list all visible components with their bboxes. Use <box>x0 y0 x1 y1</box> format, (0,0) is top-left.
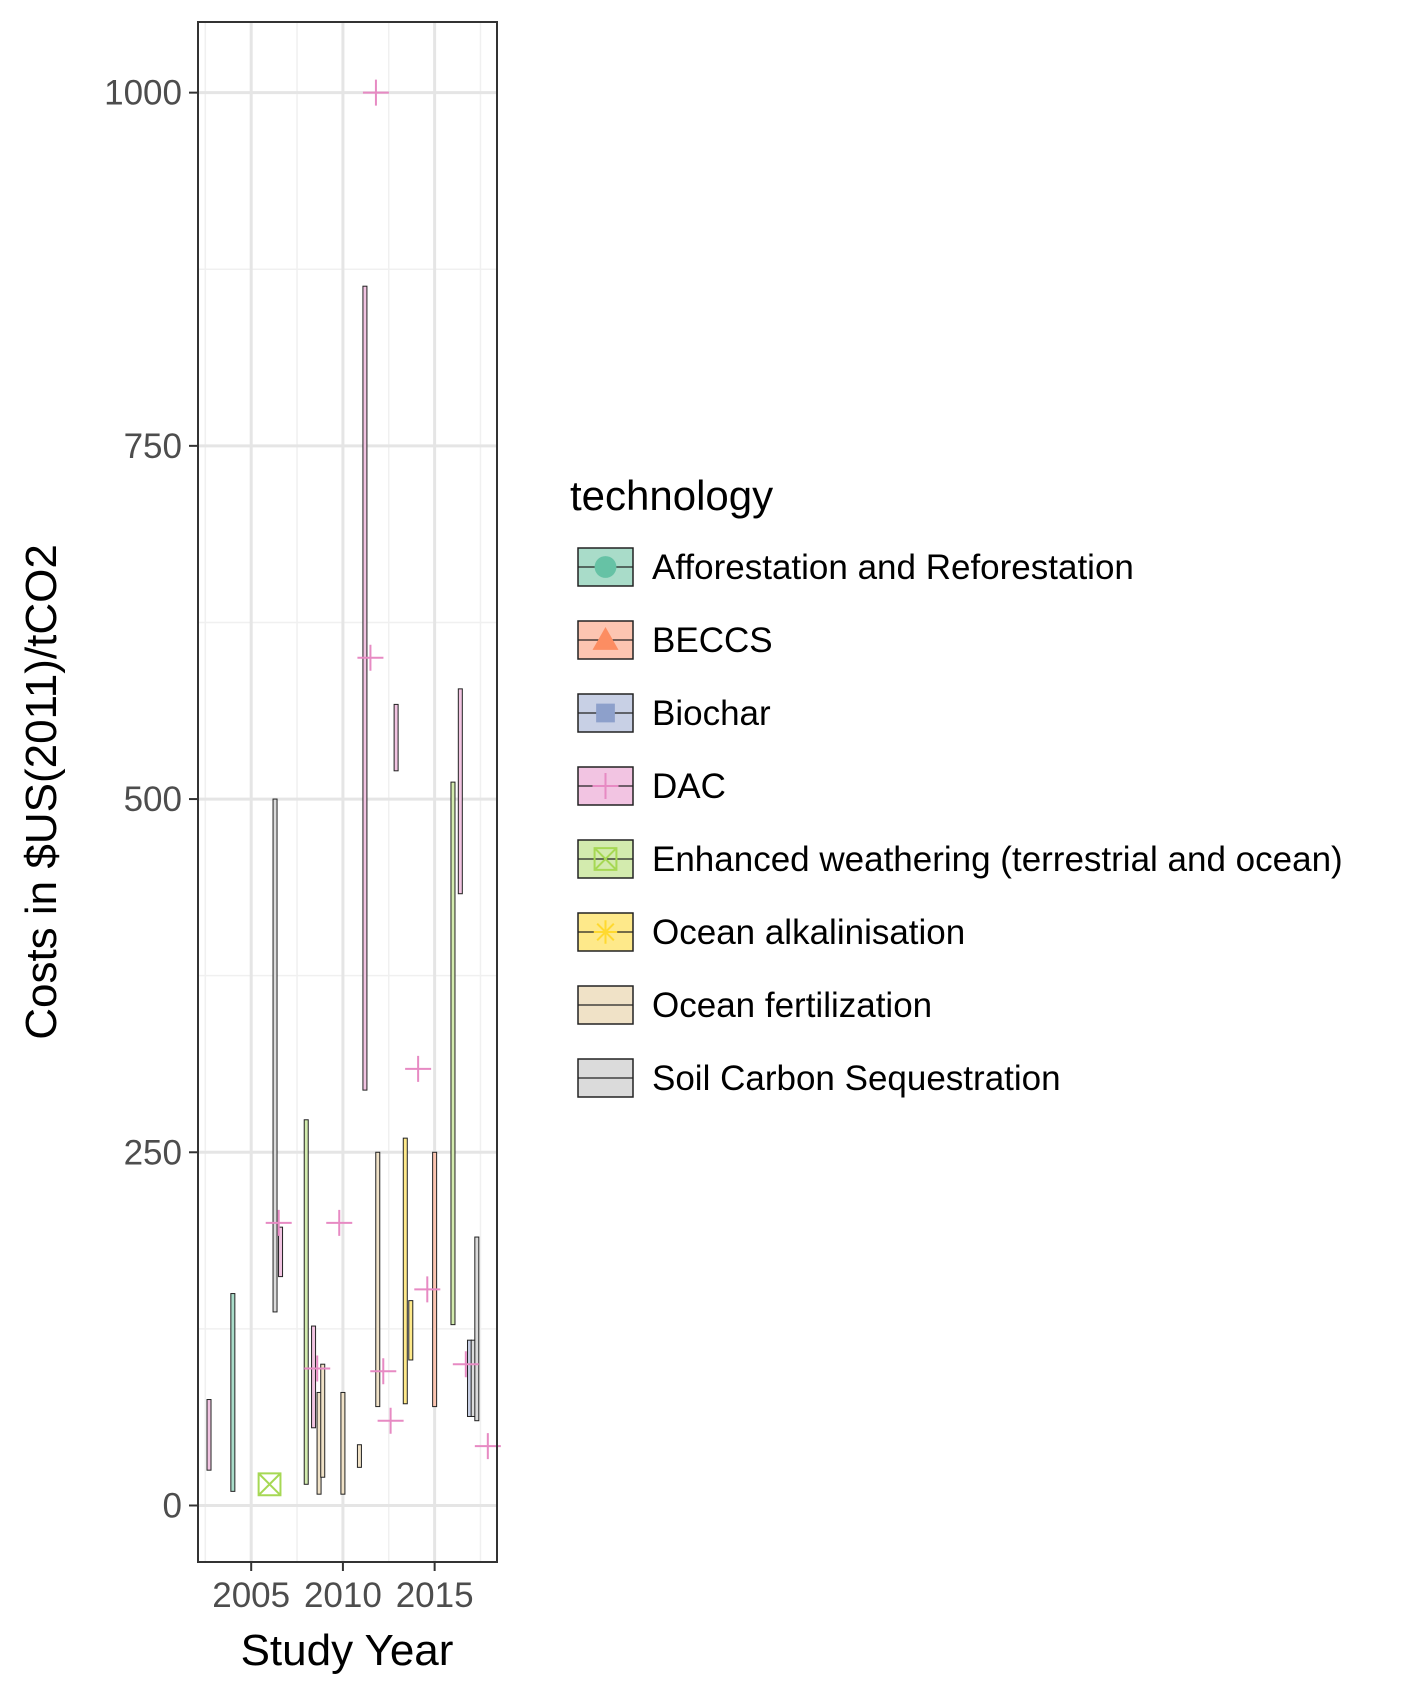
range-bar <box>303 1119 309 1485</box>
x-tick-label: 2015 <box>396 1576 474 1615</box>
data-point <box>326 1209 353 1236</box>
data-point <box>452 1351 479 1378</box>
range-bar <box>320 1363 326 1478</box>
x-axis: 2005 2010 2015 <box>212 1562 474 1615</box>
legend-label: Soil Carbon Sequestration <box>652 1059 1061 1098</box>
data-point <box>414 1276 441 1303</box>
y-axis-label: Costs in $US(2011)/tCO2 <box>17 544 66 1040</box>
range-bar <box>206 1399 212 1471</box>
data-points <box>257 79 501 1497</box>
legend: technology Afforestation and Reforestati… <box>570 472 1343 1098</box>
y-tick-label: 1000 <box>104 74 182 113</box>
range-bar <box>311 1325 317 1429</box>
range-bar <box>272 798 278 1313</box>
data-point <box>362 79 389 106</box>
range-bar <box>230 1293 236 1492</box>
data-point <box>265 1209 292 1236</box>
y-tick-label: 750 <box>124 427 182 466</box>
legend-entry: Biochar <box>577 693 771 733</box>
legend-marker <box>592 773 619 799</box>
x-tick-label: 2010 <box>304 1576 382 1615</box>
range-bar <box>278 1226 284 1278</box>
range-bar <box>450 781 456 1326</box>
data-point <box>304 1355 331 1382</box>
data-point <box>405 1055 432 1082</box>
legend-marker <box>593 920 618 944</box>
range-bar <box>356 1444 362 1468</box>
y-tick-label: 500 <box>124 780 182 819</box>
data-point <box>370 1358 397 1385</box>
legend-label: Ocean fertilization <box>652 986 932 1025</box>
data-point <box>357 644 384 671</box>
y-tick-label: 0 <box>163 1486 182 1525</box>
range-bar <box>340 1391 346 1495</box>
range-bar <box>432 1151 438 1408</box>
y-axis: 0 250 500 750 1000 <box>104 74 198 1525</box>
x-axis-label: Study Year <box>241 1626 454 1675</box>
plot-panel-border <box>197 21 498 1563</box>
data-point <box>257 1472 282 1497</box>
range-bar <box>375 1151 381 1408</box>
legend-label: DAC <box>652 767 726 806</box>
legend-entry: Afforestation and Reforestation <box>577 547 1134 587</box>
legend-marker <box>592 627 619 650</box>
legend-title: technology <box>570 472 773 519</box>
data-point <box>377 1407 404 1434</box>
range-bar <box>408 1300 414 1361</box>
x-tick-label: 2005 <box>212 1576 290 1615</box>
legend-entry: Soil Carbon Sequestration <box>577 1058 1061 1098</box>
legend-entry: Ocean alkalinisation <box>577 912 965 952</box>
legend-entry: BECCS <box>577 620 773 660</box>
range-bar <box>393 703 399 772</box>
legend-entry: Ocean fertilization <box>577 985 932 1025</box>
range-bars <box>206 285 480 1495</box>
y-tick-label: 250 <box>124 1133 182 1172</box>
legend-entry: DAC <box>577 766 726 806</box>
legend-marker <box>593 847 618 871</box>
range-bar <box>402 1137 408 1405</box>
legend-marker <box>596 703 615 723</box>
range-bar <box>474 1236 480 1422</box>
legend-label: Ocean alkalinisation <box>652 913 965 952</box>
legend-entry: Enhanced weathering (terrestrial and oce… <box>577 839 1343 879</box>
range-bar <box>362 285 368 1091</box>
legend-label: Afforestation and Reforestation <box>652 548 1134 587</box>
legend-label: BECCS <box>652 621 773 660</box>
legend-label: Enhanced weathering (terrestrial and oce… <box>652 840 1343 879</box>
range-bar <box>457 688 463 895</box>
legend-marker <box>594 556 617 578</box>
legend-label: Biochar <box>652 694 771 733</box>
